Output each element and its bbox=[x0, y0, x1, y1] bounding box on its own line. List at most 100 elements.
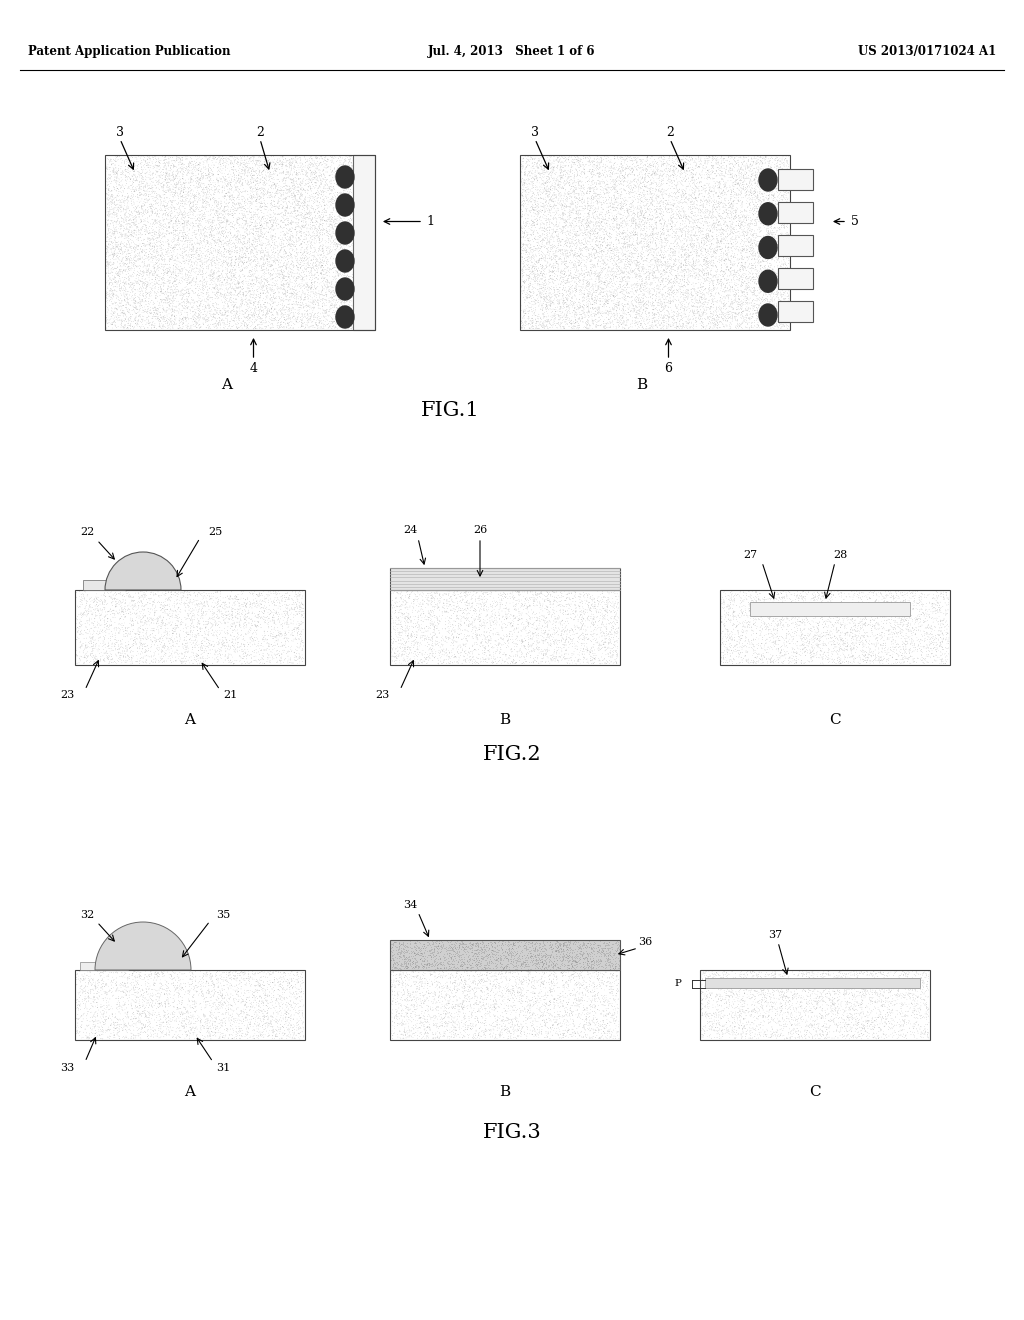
Point bbox=[660, 170, 677, 191]
Point bbox=[858, 1005, 874, 1026]
Point bbox=[552, 231, 568, 252]
Point bbox=[101, 176, 118, 197]
Point bbox=[476, 589, 493, 610]
Point bbox=[540, 256, 556, 277]
Point bbox=[276, 620, 293, 642]
Point bbox=[311, 206, 328, 227]
Point bbox=[563, 314, 580, 335]
Point bbox=[845, 965, 861, 986]
Point bbox=[154, 313, 170, 334]
Point bbox=[102, 181, 119, 202]
Point bbox=[258, 987, 274, 1008]
Point bbox=[732, 164, 749, 185]
Point bbox=[131, 998, 147, 1019]
Point bbox=[555, 205, 571, 226]
Point bbox=[608, 271, 625, 292]
Point bbox=[829, 1002, 846, 1023]
Point bbox=[763, 198, 779, 219]
Point bbox=[183, 201, 200, 222]
Point bbox=[523, 247, 540, 268]
Point bbox=[604, 954, 621, 975]
Point bbox=[561, 205, 578, 226]
Point bbox=[319, 260, 336, 281]
Point bbox=[101, 645, 118, 667]
Point bbox=[764, 148, 780, 169]
Point bbox=[688, 267, 705, 288]
Point bbox=[742, 607, 759, 628]
Point bbox=[516, 636, 532, 657]
Point bbox=[196, 614, 212, 635]
Point bbox=[868, 978, 885, 999]
Point bbox=[641, 189, 657, 210]
Point bbox=[236, 187, 252, 209]
Point bbox=[285, 297, 301, 318]
Point bbox=[932, 635, 948, 656]
Point bbox=[471, 949, 487, 970]
Point bbox=[253, 215, 269, 236]
Point bbox=[708, 260, 724, 281]
Point bbox=[675, 187, 691, 209]
Point bbox=[99, 148, 116, 169]
Point bbox=[285, 234, 301, 255]
Point bbox=[598, 972, 614, 993]
Point bbox=[656, 285, 673, 306]
Point bbox=[765, 286, 781, 308]
Point bbox=[79, 619, 95, 640]
Point bbox=[869, 614, 886, 635]
Point bbox=[544, 651, 560, 672]
Point bbox=[495, 949, 511, 970]
Point bbox=[179, 260, 196, 281]
Point bbox=[571, 968, 588, 989]
Point bbox=[914, 652, 931, 673]
Point bbox=[112, 593, 128, 614]
Point bbox=[611, 165, 628, 186]
Point bbox=[188, 223, 205, 244]
Point bbox=[517, 312, 534, 333]
Point bbox=[540, 597, 556, 618]
Point bbox=[871, 1006, 888, 1027]
Point bbox=[385, 953, 401, 974]
Point bbox=[352, 164, 369, 185]
Point bbox=[490, 962, 507, 983]
Point bbox=[79, 601, 95, 622]
Point bbox=[700, 147, 717, 168]
Point bbox=[414, 645, 430, 667]
Point bbox=[237, 1008, 253, 1030]
Point bbox=[450, 640, 466, 661]
Point bbox=[144, 265, 161, 286]
Point bbox=[108, 263, 124, 284]
Point bbox=[245, 594, 261, 615]
Point bbox=[243, 273, 259, 294]
Point bbox=[520, 178, 537, 199]
Point bbox=[478, 612, 495, 634]
Point bbox=[573, 191, 590, 213]
Point bbox=[206, 635, 222, 656]
Point bbox=[530, 238, 547, 259]
Point bbox=[550, 1014, 566, 1035]
Point bbox=[139, 966, 156, 987]
Point bbox=[335, 172, 351, 193]
Point bbox=[518, 201, 535, 222]
Point bbox=[652, 203, 669, 224]
Point bbox=[100, 994, 117, 1015]
Point bbox=[154, 279, 170, 300]
Point bbox=[259, 215, 275, 236]
Point bbox=[712, 1023, 728, 1044]
Point bbox=[594, 206, 610, 227]
Point bbox=[677, 183, 693, 205]
Point bbox=[737, 207, 754, 228]
Point bbox=[239, 1005, 255, 1026]
Point bbox=[294, 280, 310, 301]
Point bbox=[366, 286, 382, 308]
Point bbox=[159, 288, 175, 309]
Point bbox=[919, 624, 935, 645]
Point bbox=[362, 211, 379, 232]
Point bbox=[413, 973, 429, 994]
Point bbox=[293, 265, 309, 286]
Point bbox=[887, 618, 903, 639]
Point bbox=[527, 651, 544, 672]
Point bbox=[294, 314, 310, 335]
Point bbox=[407, 956, 423, 977]
Point bbox=[555, 286, 571, 308]
Point bbox=[723, 181, 739, 202]
